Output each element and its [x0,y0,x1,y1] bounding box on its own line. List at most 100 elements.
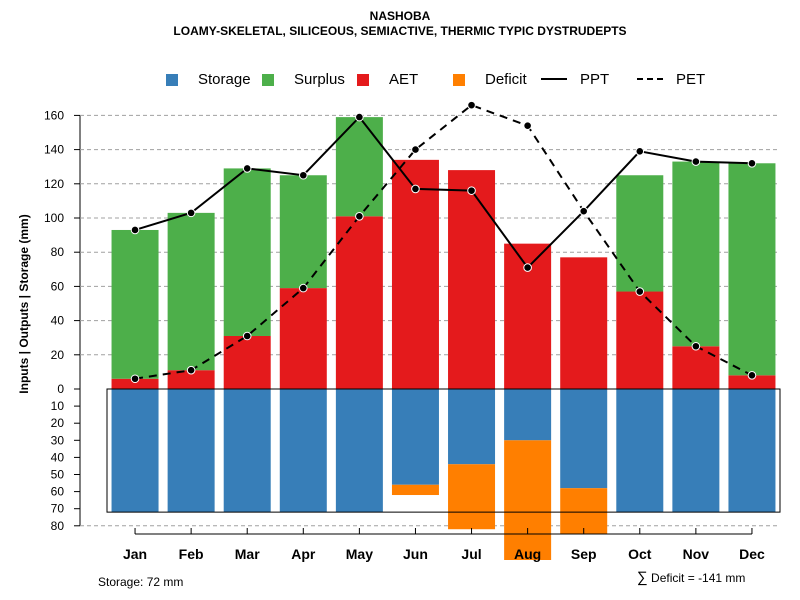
ppt-point [242,164,252,173]
aet-bar [560,257,608,389]
ppt-point [747,158,757,168]
pet-point [186,365,196,375]
legend-label-deficit: Deficit [485,71,527,88]
x-tick-label: May [346,546,373,562]
storage-bar [167,389,215,513]
ppt-point [467,186,476,195]
x-tick-label: Nov [683,546,710,562]
surplus-bar [672,161,720,347]
legend-label-pet: PET [676,71,706,88]
deficit-bar [560,488,608,535]
x-tick-label: Feb [179,546,204,562]
x-tick-label: Apr [291,546,316,562]
y-tick-label: 80 [51,245,65,259]
aet-bar [391,159,439,389]
storage-bar [728,389,776,513]
ppt-line [134,115,752,270]
aet-bar [167,370,215,389]
storage-bar [223,389,271,513]
y-tick-label: 30 [51,433,65,447]
y-tick-label: 80 [51,519,65,533]
pet-point [298,283,308,293]
aet-bar [448,170,496,389]
storage-bar [672,389,720,513]
pet-point [523,121,532,130]
aet-bar [335,216,383,389]
deficit-bar [504,440,552,560]
y-tick-label: 60 [51,485,65,499]
aet-bar [279,288,327,389]
y-tick-label: 160 [44,108,64,122]
storage-bar [560,389,608,489]
ppt-point [579,206,589,216]
y-tick-label: 20 [51,416,65,430]
legend-line-ppt [541,78,567,80]
storage-bar [391,389,439,485]
aet-bar [111,378,159,389]
legend: Storage Surplus AET Deficit PPT PET [0,70,800,90]
surplus-bar [111,229,159,379]
surplus-bar [616,175,664,292]
surplus-bar [167,212,215,371]
x-tick-label: Jul [461,546,481,562]
storage-capacity-box [106,388,781,513]
aet-bar [223,335,271,389]
aet-bar [728,375,776,389]
surplus-bar [335,117,383,217]
y-tick-label: 0 [57,382,64,396]
legend-label-aet: AET [389,71,419,88]
ppt-point [298,170,308,180]
storage-bar [111,389,159,513]
ppt-point [411,184,420,194]
aet-bar [672,346,720,389]
y-tick-label: 100 [44,211,64,225]
x-tick-label: Sep [571,546,597,562]
y-tick-label: 60 [51,279,65,293]
ppt-point [186,208,196,218]
chart-title: NASHOBA [369,9,431,23]
deficit-bar [448,464,496,530]
pet-point [242,331,252,341]
legend-label-surplus: Surplus [294,71,345,88]
aet-bar [616,291,664,389]
y-tick-label: 10 [51,399,65,413]
pet-point [130,374,140,384]
pet-point [747,371,757,380]
storage-bar [335,389,383,513]
ppt-point [523,263,532,272]
ppt-point [130,225,140,235]
legend-label-ppt: PPT [580,71,610,88]
pet-point [467,100,476,110]
y-tick-label: 140 [44,143,64,157]
deficit-note-text: Deficit = -141 mm [651,571,746,585]
storage-bar [448,389,496,465]
x-tick-label: Mar [235,546,260,562]
pet-point [635,287,645,296]
chart-subtitle: LOAMY-SKELETAL, SILICEOUS, SEMIACTIVE, T… [173,24,627,38]
legend-label-storage: Storage [198,71,251,88]
y-tick-label: 20 [51,348,65,362]
y-tick-label: 50 [51,468,65,482]
legend-swatch-aet [357,74,369,86]
sum-symbol: ∑ [637,569,648,586]
y-axis-label: Inputs | Outputs | Storage (mm) [17,214,31,393]
legend-swatch-deficit [453,74,465,86]
storage-bar [504,389,552,441]
legend-swatch-storage [166,74,178,86]
y-tick-label: 40 [51,450,65,464]
x-tick-label: Aug [514,546,541,562]
pet-point [411,145,420,154]
storage-bar [616,389,664,513]
x-tick-label: Dec [739,546,765,562]
pet-point [355,211,364,221]
storage-note: Storage: 72 mm [98,575,184,589]
ppt-point [691,157,701,166]
deficit-bar [391,484,439,496]
legend-swatch-surplus [262,74,274,86]
x-tick-label: Jan [123,546,147,562]
ppt-point [355,112,364,122]
deficit-note: ∑ Deficit = -141 mm [637,569,745,586]
pet-line [134,104,753,380]
y-tick-label: 120 [44,177,64,191]
